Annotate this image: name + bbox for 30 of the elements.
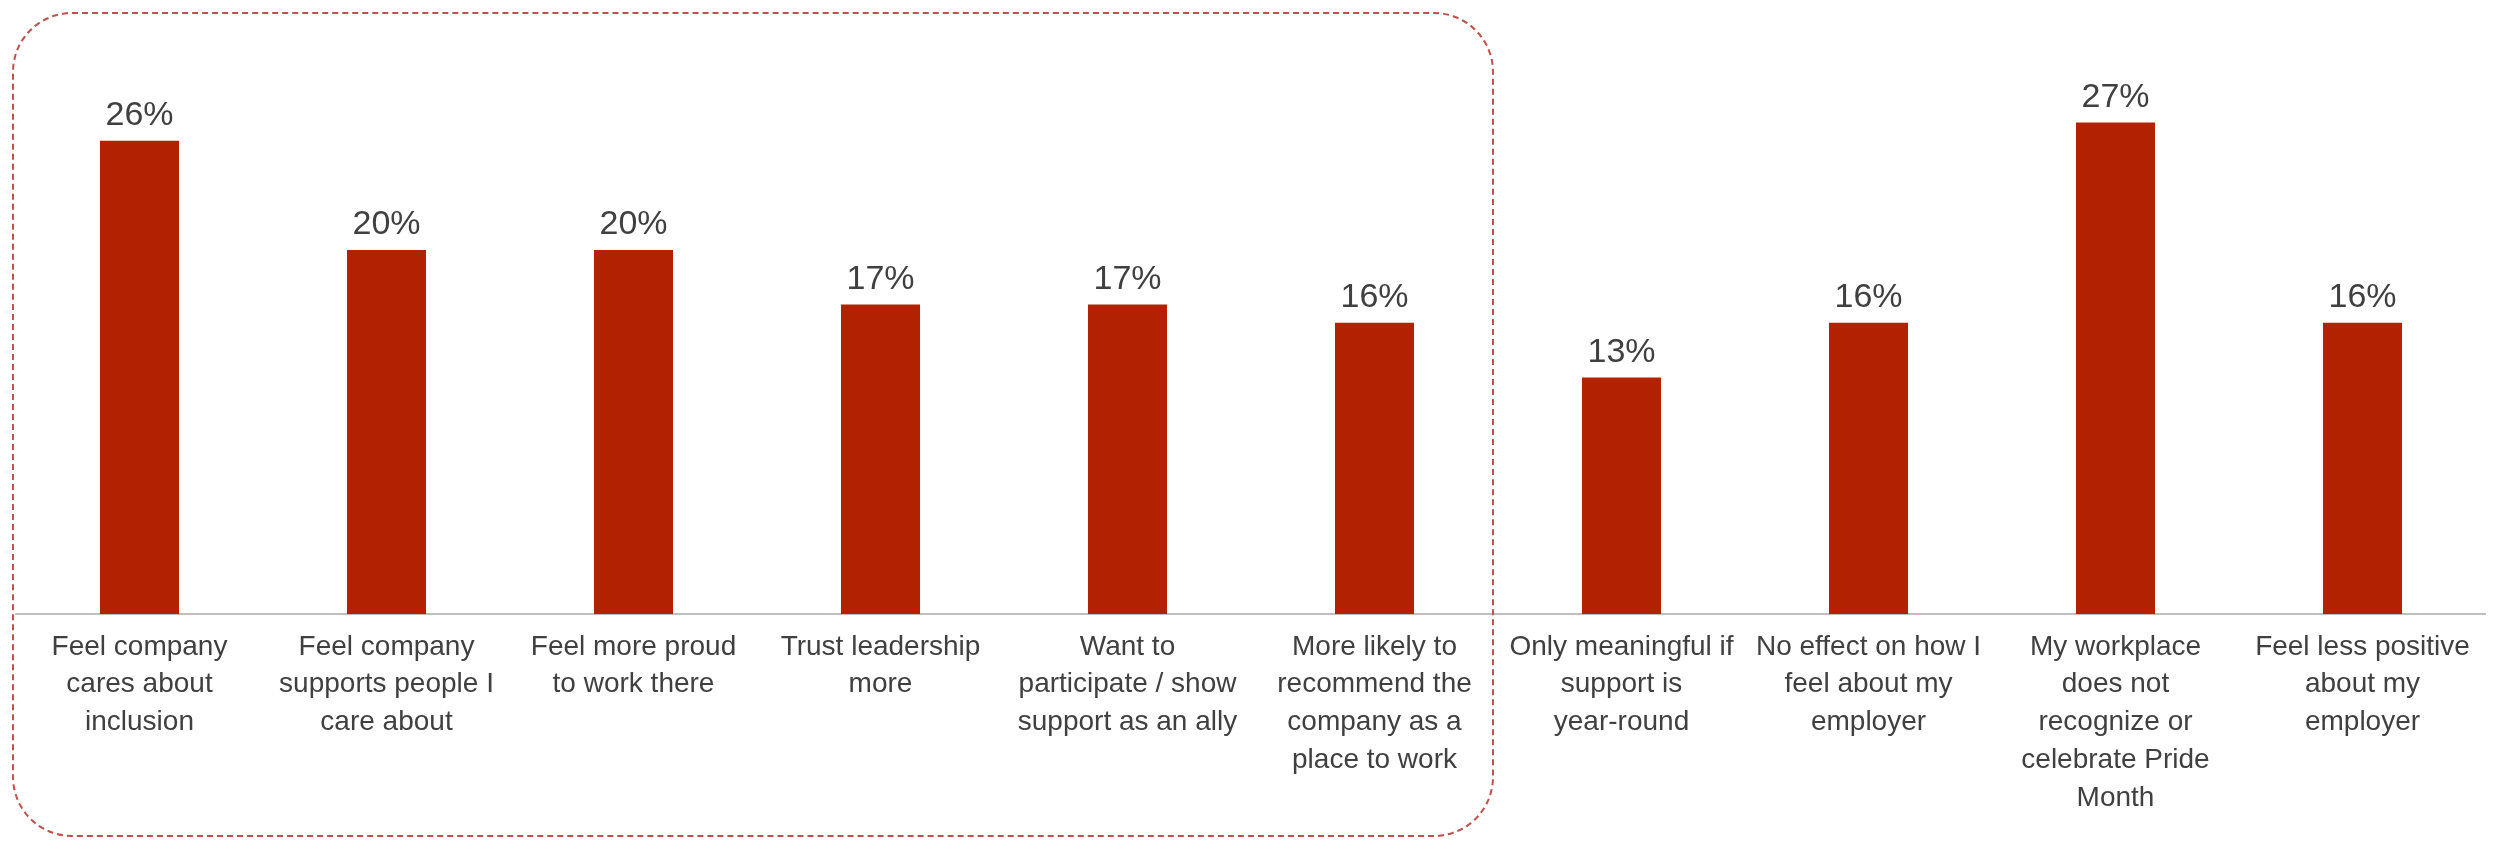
bar [99,140,180,614]
data-label: 13% [1587,330,1656,369]
x-tick-label: No effect on how I feel about my employer [1755,629,1982,737]
x-tick-label: More likely to recommend the company as a place to work [1277,629,1472,775]
x-tick-label: Only meaningful if support is year-round [1509,629,1734,737]
x-tick-label: Feel more proud to work there [530,629,737,699]
bar [1087,304,1168,614]
bar [840,304,921,614]
x-tick-label: Feel less positive about my employer [2255,629,2470,737]
data-label: 17% [846,257,915,296]
x-tick-label: Feel company supports people I care about [279,629,494,737]
bar [1581,377,1662,614]
bar [1828,322,1909,614]
bar [346,250,427,614]
data-label: 16% [1834,276,1903,315]
x-tick-label: My workplace does not recognize or celebrate Pride Month [2021,629,2210,812]
bar [2075,122,2156,614]
data-label: 16% [2328,276,2397,315]
data-label: 17% [1093,257,1162,296]
data-label: 27% [2081,75,2150,114]
x-tick-label: Feel company cares about inclusion [51,629,228,737]
data-label: 20% [352,203,421,242]
bar [1334,322,1415,614]
bar [2322,322,2403,614]
data-label: 20% [599,203,668,242]
x-tick-label: Trust leadership more [780,629,981,699]
data-label: 26% [105,94,174,133]
bar [593,250,674,614]
data-label: 16% [1340,276,1409,315]
x-tick-label: Want to participate / show support as an ally [1017,629,1238,737]
